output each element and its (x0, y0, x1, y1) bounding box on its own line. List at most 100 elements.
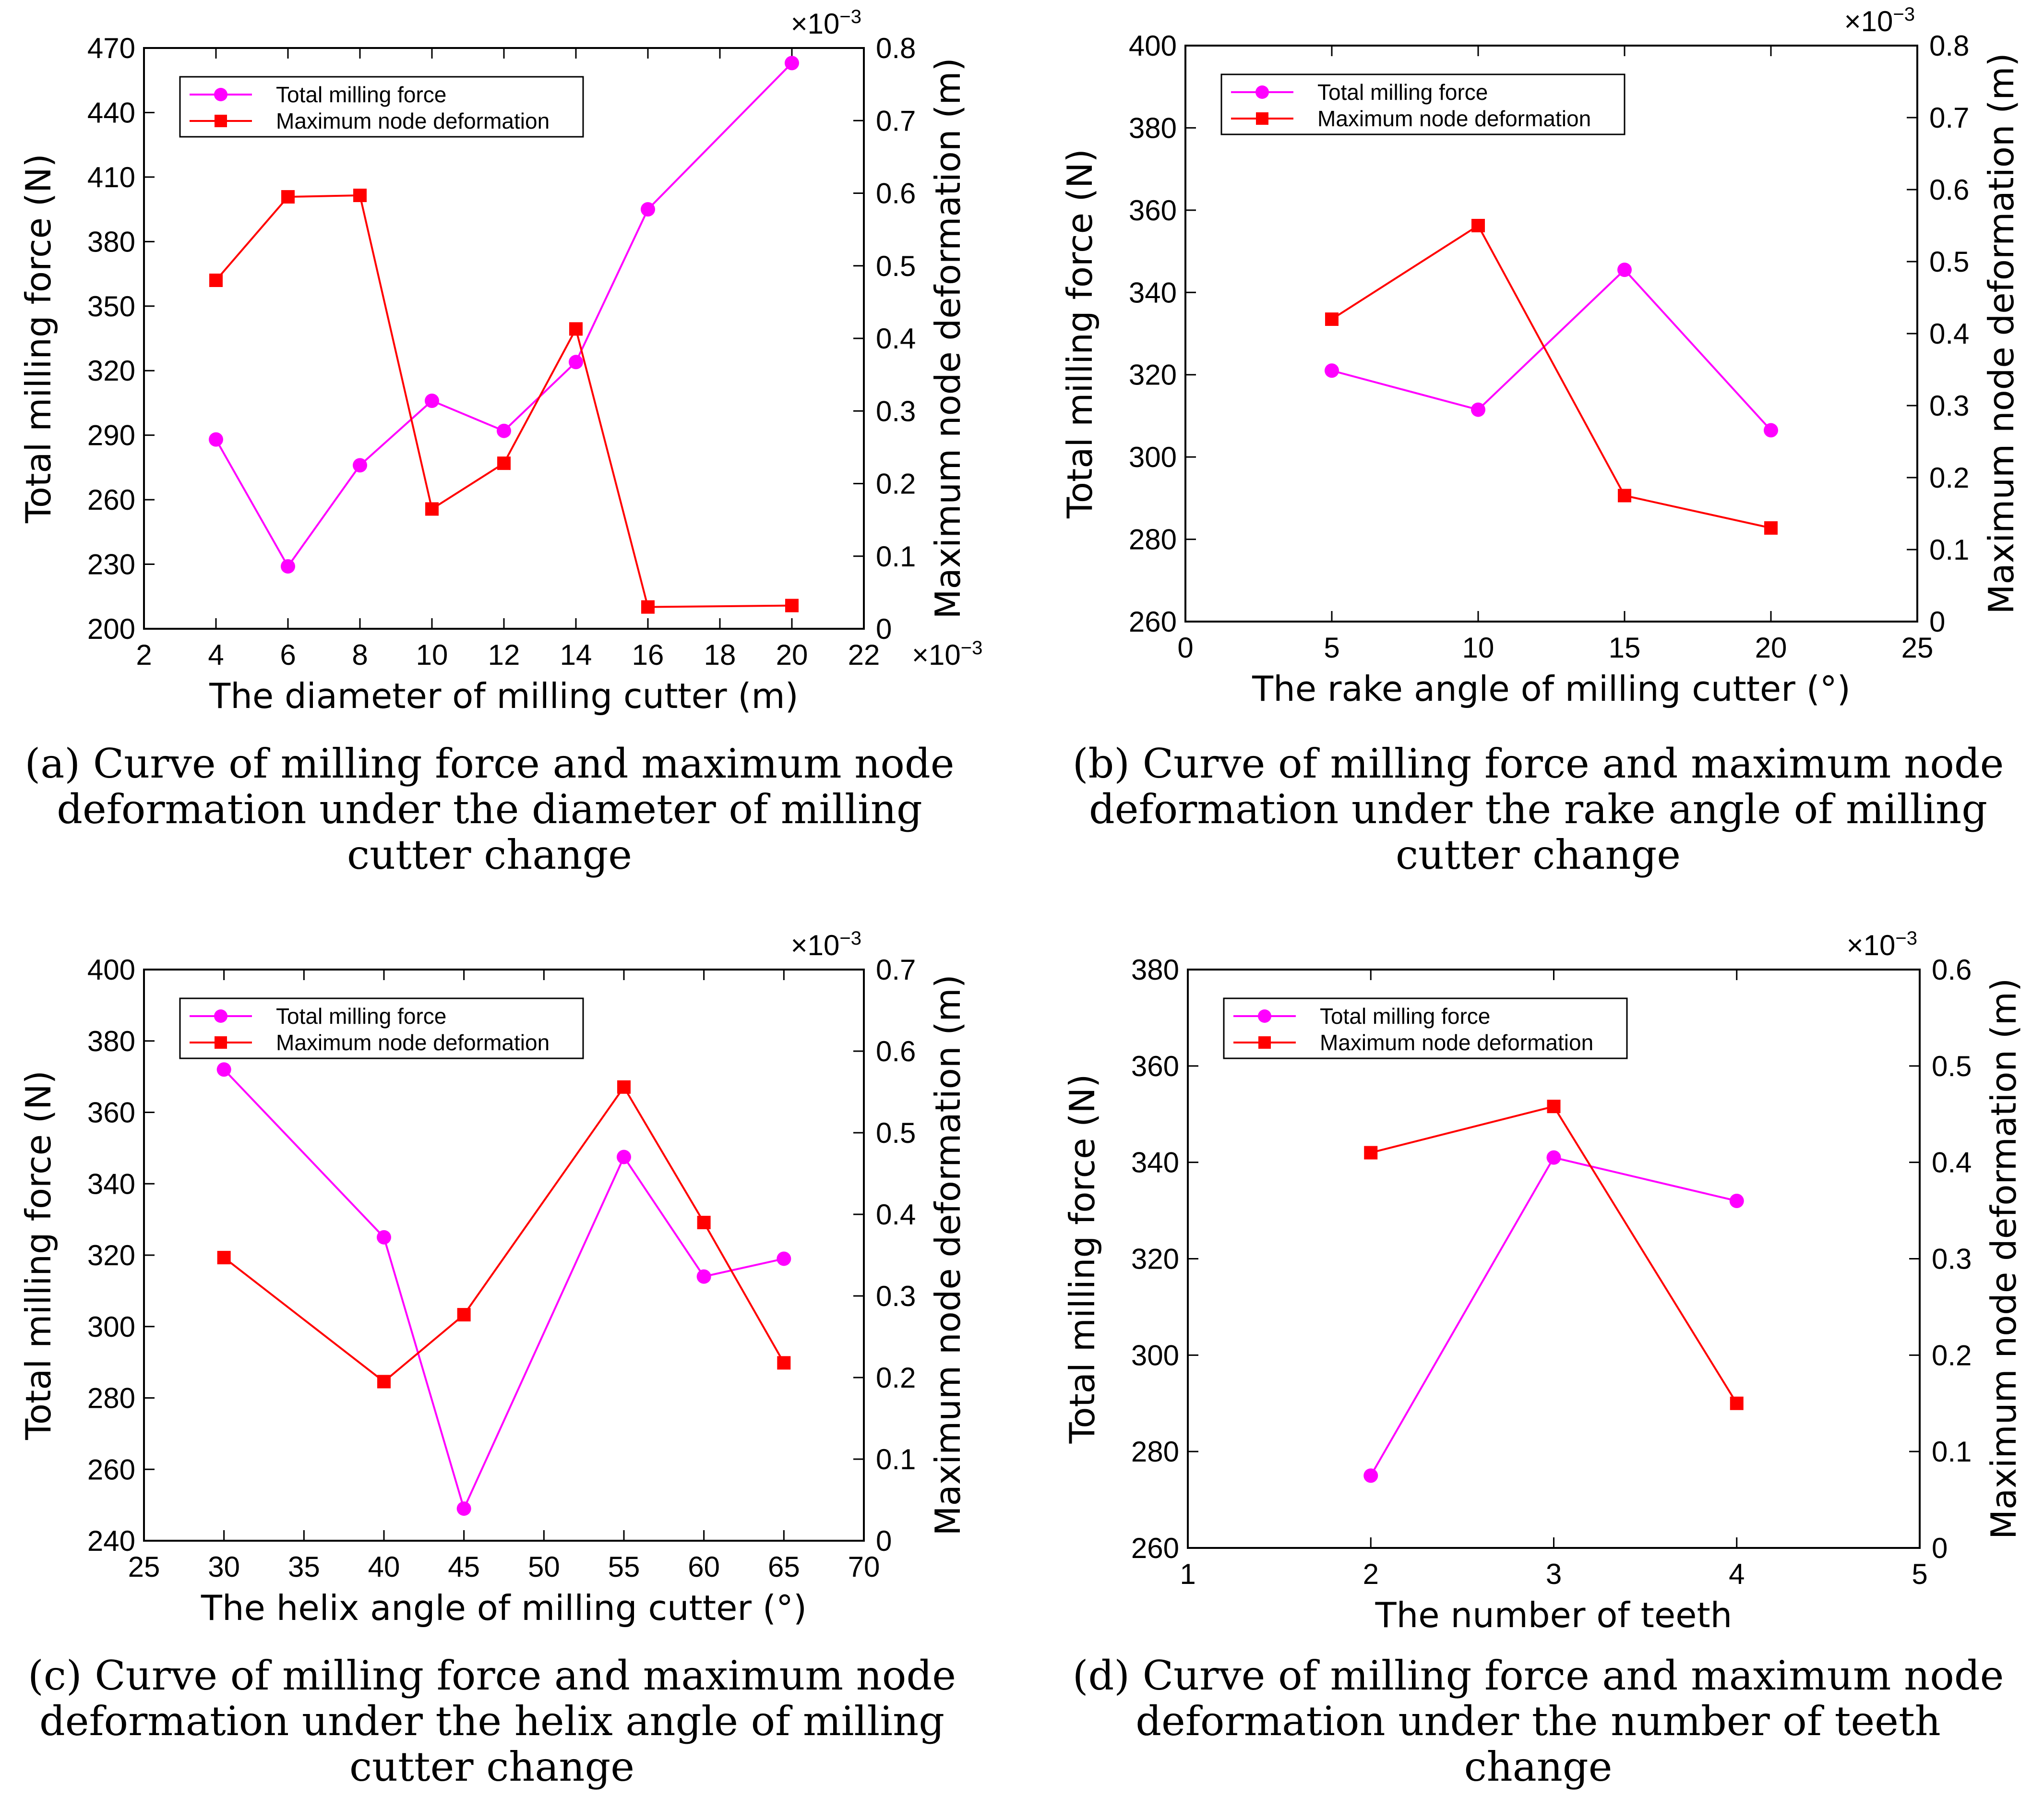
force-point (1471, 402, 1485, 417)
deformation-point (281, 190, 295, 204)
force-point (425, 393, 439, 408)
deformation-point (217, 1251, 231, 1265)
x-multiplier: ×10−3 (912, 637, 982, 671)
force-point (641, 202, 655, 217)
x-tick-label: 4 (1729, 1558, 1745, 1590)
force-point (569, 355, 583, 370)
deformation-point (1618, 489, 1631, 503)
x-tick-label: 12 (488, 639, 520, 671)
x-tick-label: 65 (768, 1551, 800, 1583)
legend-box (179, 76, 584, 138)
x-tick-label: 2 (136, 639, 152, 671)
y2-tick-label: 0.1 (876, 540, 916, 573)
force-point (377, 1230, 391, 1245)
y2-tick-label: 0.8 (1929, 30, 1969, 62)
deformation-point (641, 600, 655, 614)
x-tick-label: 45 (448, 1551, 480, 1583)
x-tick-label: 50 (528, 1551, 560, 1583)
deformation-point (353, 189, 367, 203)
force-point (456, 1501, 471, 1516)
y-tick-label: 260 (87, 1453, 135, 1486)
y2-multiplier-base: ×10 (1844, 5, 1893, 37)
x-tick-label: 55 (608, 1551, 640, 1583)
deformation-point (617, 1080, 631, 1094)
x-tick-label: 60 (688, 1551, 720, 1583)
y2-axis-label: Maximum node deformation (m) (928, 58, 968, 619)
y2-tick-label: 0.2 (1932, 1339, 1972, 1371)
y2-tick-label: 0 (1932, 1532, 1948, 1564)
y2-multiplier-base: ×10 (1847, 929, 1896, 961)
force-point (1729, 1194, 1744, 1208)
y2-tick-label: 0.1 (876, 1443, 916, 1475)
x-tick-label: 2 (1363, 1558, 1379, 1590)
x-tick-label: 16 (632, 639, 664, 671)
force-series-line (215, 62, 793, 568)
force-series-line (223, 1068, 784, 1511)
y-tick-label: 340 (1131, 1147, 1179, 1179)
y-tick-label: 380 (1129, 112, 1177, 144)
y2-tick-label: 0.2 (876, 468, 916, 500)
y-tick-label: 320 (1129, 359, 1177, 391)
y-tick-label: 380 (87, 1025, 135, 1057)
x-tick-label: 14 (560, 639, 592, 671)
caption-line: change (1464, 1743, 1613, 1790)
deformation-series-line (223, 1085, 785, 1383)
y2-tick-label: 0 (876, 613, 892, 645)
panel-c: 25 30 35 40 45 50 55 60 65 70 240 260 280 300 320 340 36… (18, 928, 968, 1790)
y-axis-label: Total milling force (N) (18, 154, 59, 524)
y-tick-label: 200 (87, 613, 135, 645)
y2-tick-label: 0.1 (1932, 1436, 1972, 1468)
x-tick-label: 25 (1901, 632, 1934, 664)
force-point (209, 432, 223, 447)
y2-tick-label: 0.5 (1932, 1050, 1972, 1082)
y-tick-label: 230 (87, 549, 135, 581)
y2-tick-label: 0.4 (1932, 1147, 1972, 1179)
legend-force-label: Total milling force (276, 1004, 446, 1029)
force-series-line (1370, 1156, 1737, 1476)
y2-tick-label: 0.6 (876, 178, 916, 210)
y-tick-label: 320 (87, 1239, 135, 1271)
y-tick-label: 360 (1131, 1050, 1179, 1082)
y2-axis-label: Maximum node deformation (m) (928, 974, 968, 1535)
force-point (216, 1062, 231, 1077)
legend-force-marker (1258, 1009, 1271, 1023)
y-tick-label: 300 (87, 1311, 135, 1343)
legend-deformation-label: Maximum node deformation (276, 108, 550, 133)
legend-force-label: Total milling force (276, 82, 446, 107)
legend-box (1223, 997, 1628, 1059)
deformation-series-line (215, 194, 792, 608)
legend-force-label: Total milling force (1320, 1004, 1490, 1029)
y2-tick-label: 0.7 (876, 105, 916, 137)
legend-deformation-marker (215, 115, 227, 127)
deformation-point (785, 599, 799, 612)
deformation-point (569, 322, 583, 336)
y2-multiplier: ×10−3 (791, 6, 861, 40)
legend-force-marker (1255, 85, 1269, 99)
x-tick-label: 10 (416, 639, 448, 671)
force-point (777, 1251, 791, 1266)
deformation-series-line (1331, 224, 1771, 529)
deformation-point (1471, 219, 1485, 232)
force-series-line (1331, 268, 1772, 431)
y2-multiplier: ×10−3 (791, 928, 861, 961)
y-tick-label: 410 (87, 161, 135, 193)
x-tick-label: 6 (280, 639, 296, 671)
y2-tick-label: 0.6 (1929, 174, 1969, 206)
caption-line: deformation under the number of teeth (1136, 1698, 1940, 1745)
x-axis-label: The diameter of milling cutter (m) (209, 676, 799, 716)
y-tick-label: 280 (87, 1382, 135, 1414)
y-tick-label: 360 (1129, 194, 1177, 227)
deformation-point (457, 1308, 471, 1322)
x-tick-label: 15 (1609, 632, 1641, 664)
deformation-point (1730, 1396, 1744, 1410)
caption-line: (d) Curve of milling force and maximum n… (1073, 1652, 2004, 1699)
x-axis-label: The helix angle of milling cutter (°) (201, 1588, 807, 1628)
y-axis-label: Total milling force (N) (18, 1070, 59, 1440)
x-tick-label: 70 (848, 1551, 880, 1583)
legend-box (1220, 73, 1626, 135)
y2-axis-label: Maximum node deformation (m) (1984, 978, 2024, 1539)
legend-force-marker (214, 88, 227, 101)
y2-tick-label: 0.8 (876, 32, 916, 64)
y-tick-label: 400 (87, 954, 135, 986)
